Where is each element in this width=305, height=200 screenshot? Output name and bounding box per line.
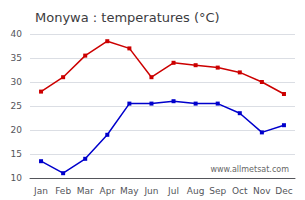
svg-text:Monywa : temperatures (°C): Monywa : temperatures (°C) — [35, 10, 220, 25]
svg-text:Aug: Aug — [187, 186, 205, 196]
svg-text:Dec: Dec — [275, 186, 292, 196]
svg-text:Oct: Oct — [232, 186, 248, 196]
svg-text:www.allmetsat.com: www.allmetsat.com — [211, 165, 290, 174]
svg-text:20: 20 — [11, 125, 23, 135]
svg-text:Jan: Jan — [33, 186, 48, 196]
svg-text:Sep: Sep — [209, 186, 226, 196]
svg-text:15: 15 — [11, 149, 22, 159]
svg-text:Jun: Jun — [143, 186, 158, 196]
svg-text:30: 30 — [11, 77, 23, 87]
svg-text:Mar: Mar — [77, 186, 94, 196]
svg-text:May: May — [120, 186, 139, 196]
svg-text:Feb: Feb — [55, 186, 71, 196]
svg-text:35: 35 — [11, 53, 22, 63]
svg-text:40: 40 — [11, 29, 23, 39]
svg-text:25: 25 — [11, 101, 22, 111]
svg-text:Apr: Apr — [100, 186, 116, 196]
svg-text:10: 10 — [11, 173, 23, 183]
svg-text:Jul: Jul — [167, 186, 179, 196]
svg-text:Nov: Nov — [253, 186, 271, 196]
